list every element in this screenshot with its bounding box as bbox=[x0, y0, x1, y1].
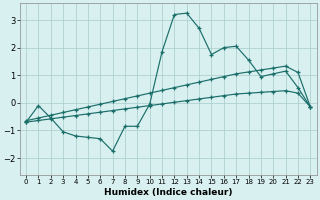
X-axis label: Humidex (Indice chaleur): Humidex (Indice chaleur) bbox=[104, 188, 232, 197]
